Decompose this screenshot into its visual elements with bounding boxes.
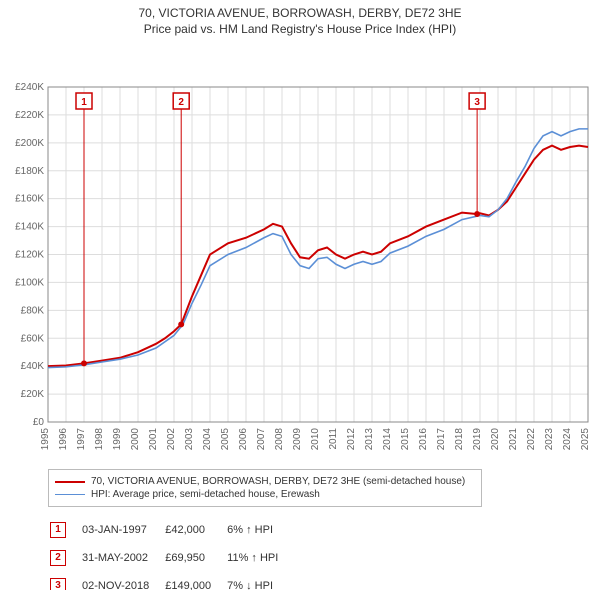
svg-text:2023: 2023 — [544, 428, 555, 451]
legend-swatch — [55, 494, 85, 495]
svg-text:2011: 2011 — [328, 428, 339, 450]
svg-text:2001: 2001 — [148, 428, 159, 451]
sale-date: 03-JAN-1997 — [82, 517, 163, 543]
svg-text:£140K: £140K — [15, 222, 44, 233]
svg-text:£180K: £180K — [15, 166, 44, 177]
svg-text:£20K: £20K — [21, 389, 45, 400]
svg-text:2: 2 — [178, 97, 184, 108]
svg-text:2008: 2008 — [274, 428, 285, 451]
svg-text:1999: 1999 — [112, 428, 123, 451]
svg-text:2022: 2022 — [526, 428, 537, 451]
sale-dot-3 — [474, 211, 480, 217]
svg-text:£60K: £60K — [21, 333, 45, 344]
svg-text:3: 3 — [474, 97, 480, 108]
svg-text:£220K: £220K — [15, 110, 44, 121]
svg-text:£200K: £200K — [15, 138, 44, 149]
sale-dot-1 — [81, 361, 87, 367]
svg-text:1: 1 — [81, 97, 87, 108]
chart-container: £0 £20K £40K £60K £80K £100K £120K £140K £160K £1… — [0, 37, 600, 467]
svg-text:2000: 2000 — [130, 428, 141, 451]
sale-row: 2 31-MAY-2002£69,95011% ↑ HPI — [50, 545, 292, 571]
svg-text:2015: 2015 — [400, 428, 411, 451]
svg-text:£40K: £40K — [21, 361, 45, 372]
legend-label: 70, VICTORIA AVENUE, BORROWASH, DERBY, D… — [91, 476, 465, 487]
sale-date: 02-NOV-2018 — [82, 573, 163, 590]
svg-text:2007: 2007 — [256, 428, 267, 451]
sale-pct: 7% ↓ HPI — [227, 573, 292, 590]
sale-price: £42,000 — [165, 517, 225, 543]
legend-item: HPI: Average price, semi-detached house,… — [55, 489, 475, 500]
svg-text:2003: 2003 — [184, 428, 195, 451]
svg-text:2021: 2021 — [508, 428, 519, 451]
svg-text:2018: 2018 — [454, 428, 465, 451]
svg-text:2025: 2025 — [580, 428, 591, 451]
svg-text:2005: 2005 — [220, 428, 231, 451]
svg-text:2009: 2009 — [292, 428, 303, 451]
legend: 70, VICTORIA AVENUE, BORROWASH, DERBY, D… — [48, 469, 482, 507]
svg-text:£80K: £80K — [21, 306, 45, 317]
svg-text:2016: 2016 — [418, 428, 429, 451]
svg-text:£0: £0 — [33, 417, 45, 428]
svg-text:2002: 2002 — [166, 428, 177, 451]
svg-text:2006: 2006 — [238, 428, 249, 451]
sale-date: 31-MAY-2002 — [82, 545, 163, 571]
svg-text:2020: 2020 — [490, 428, 501, 451]
sale-marker-cell: 3 — [50, 578, 66, 590]
svg-text:1998: 1998 — [94, 428, 105, 451]
sales-table: 1 03-JAN-1997£42,0006% ↑ HPI 2 31-MAY-2002£… — [48, 515, 294, 590]
svg-text:1997: 1997 — [76, 428, 87, 451]
svg-text:1996: 1996 — [58, 428, 69, 451]
svg-text:2017: 2017 — [436, 428, 447, 451]
title-line2: Price paid vs. HM Land Registry's House … — [144, 22, 456, 36]
sale-dot-2 — [178, 322, 184, 328]
sale-marker-cell: 1 — [50, 522, 66, 538]
svg-text:£100K: £100K — [15, 278, 44, 289]
chart-title: 70, VICTORIA AVENUE, BORROWASH, DERBY, D… — [0, 6, 600, 37]
sale-pct: 11% ↑ HPI — [227, 545, 292, 571]
svg-text:£160K: £160K — [15, 194, 44, 205]
sale-pct: 6% ↑ HPI — [227, 517, 292, 543]
sale-price: £69,950 — [165, 545, 225, 571]
svg-text:£240K: £240K — [15, 82, 44, 93]
svg-text:2013: 2013 — [364, 428, 375, 451]
svg-text:2024: 2024 — [562, 428, 573, 451]
sale-price: £149,000 — [165, 573, 225, 590]
legend-label: HPI: Average price, semi-detached house,… — [91, 489, 320, 500]
svg-text:2014: 2014 — [382, 428, 393, 451]
legend-item: 70, VICTORIA AVENUE, BORROWASH, DERBY, D… — [55, 476, 475, 487]
sale-row: 1 03-JAN-1997£42,0006% ↑ HPI — [50, 517, 292, 543]
sale-row: 3 02-NOV-2018£149,0007% ↓ HPI — [50, 573, 292, 590]
legend-swatch — [55, 481, 85, 483]
svg-text:1995: 1995 — [40, 428, 51, 451]
svg-text:2019: 2019 — [472, 428, 483, 451]
svg-text:£120K: £120K — [15, 250, 44, 261]
svg-text:2010: 2010 — [310, 428, 321, 451]
svg-text:2004: 2004 — [202, 428, 213, 451]
title-line1: 70, VICTORIA AVENUE, BORROWASH, DERBY, D… — [139, 6, 462, 20]
sale-marker-cell: 2 — [50, 550, 66, 566]
svg-text:2012: 2012 — [346, 428, 357, 451]
chart-svg: £0 £20K £40K £60K £80K £100K £120K £140K £160K £1… — [0, 37, 600, 467]
